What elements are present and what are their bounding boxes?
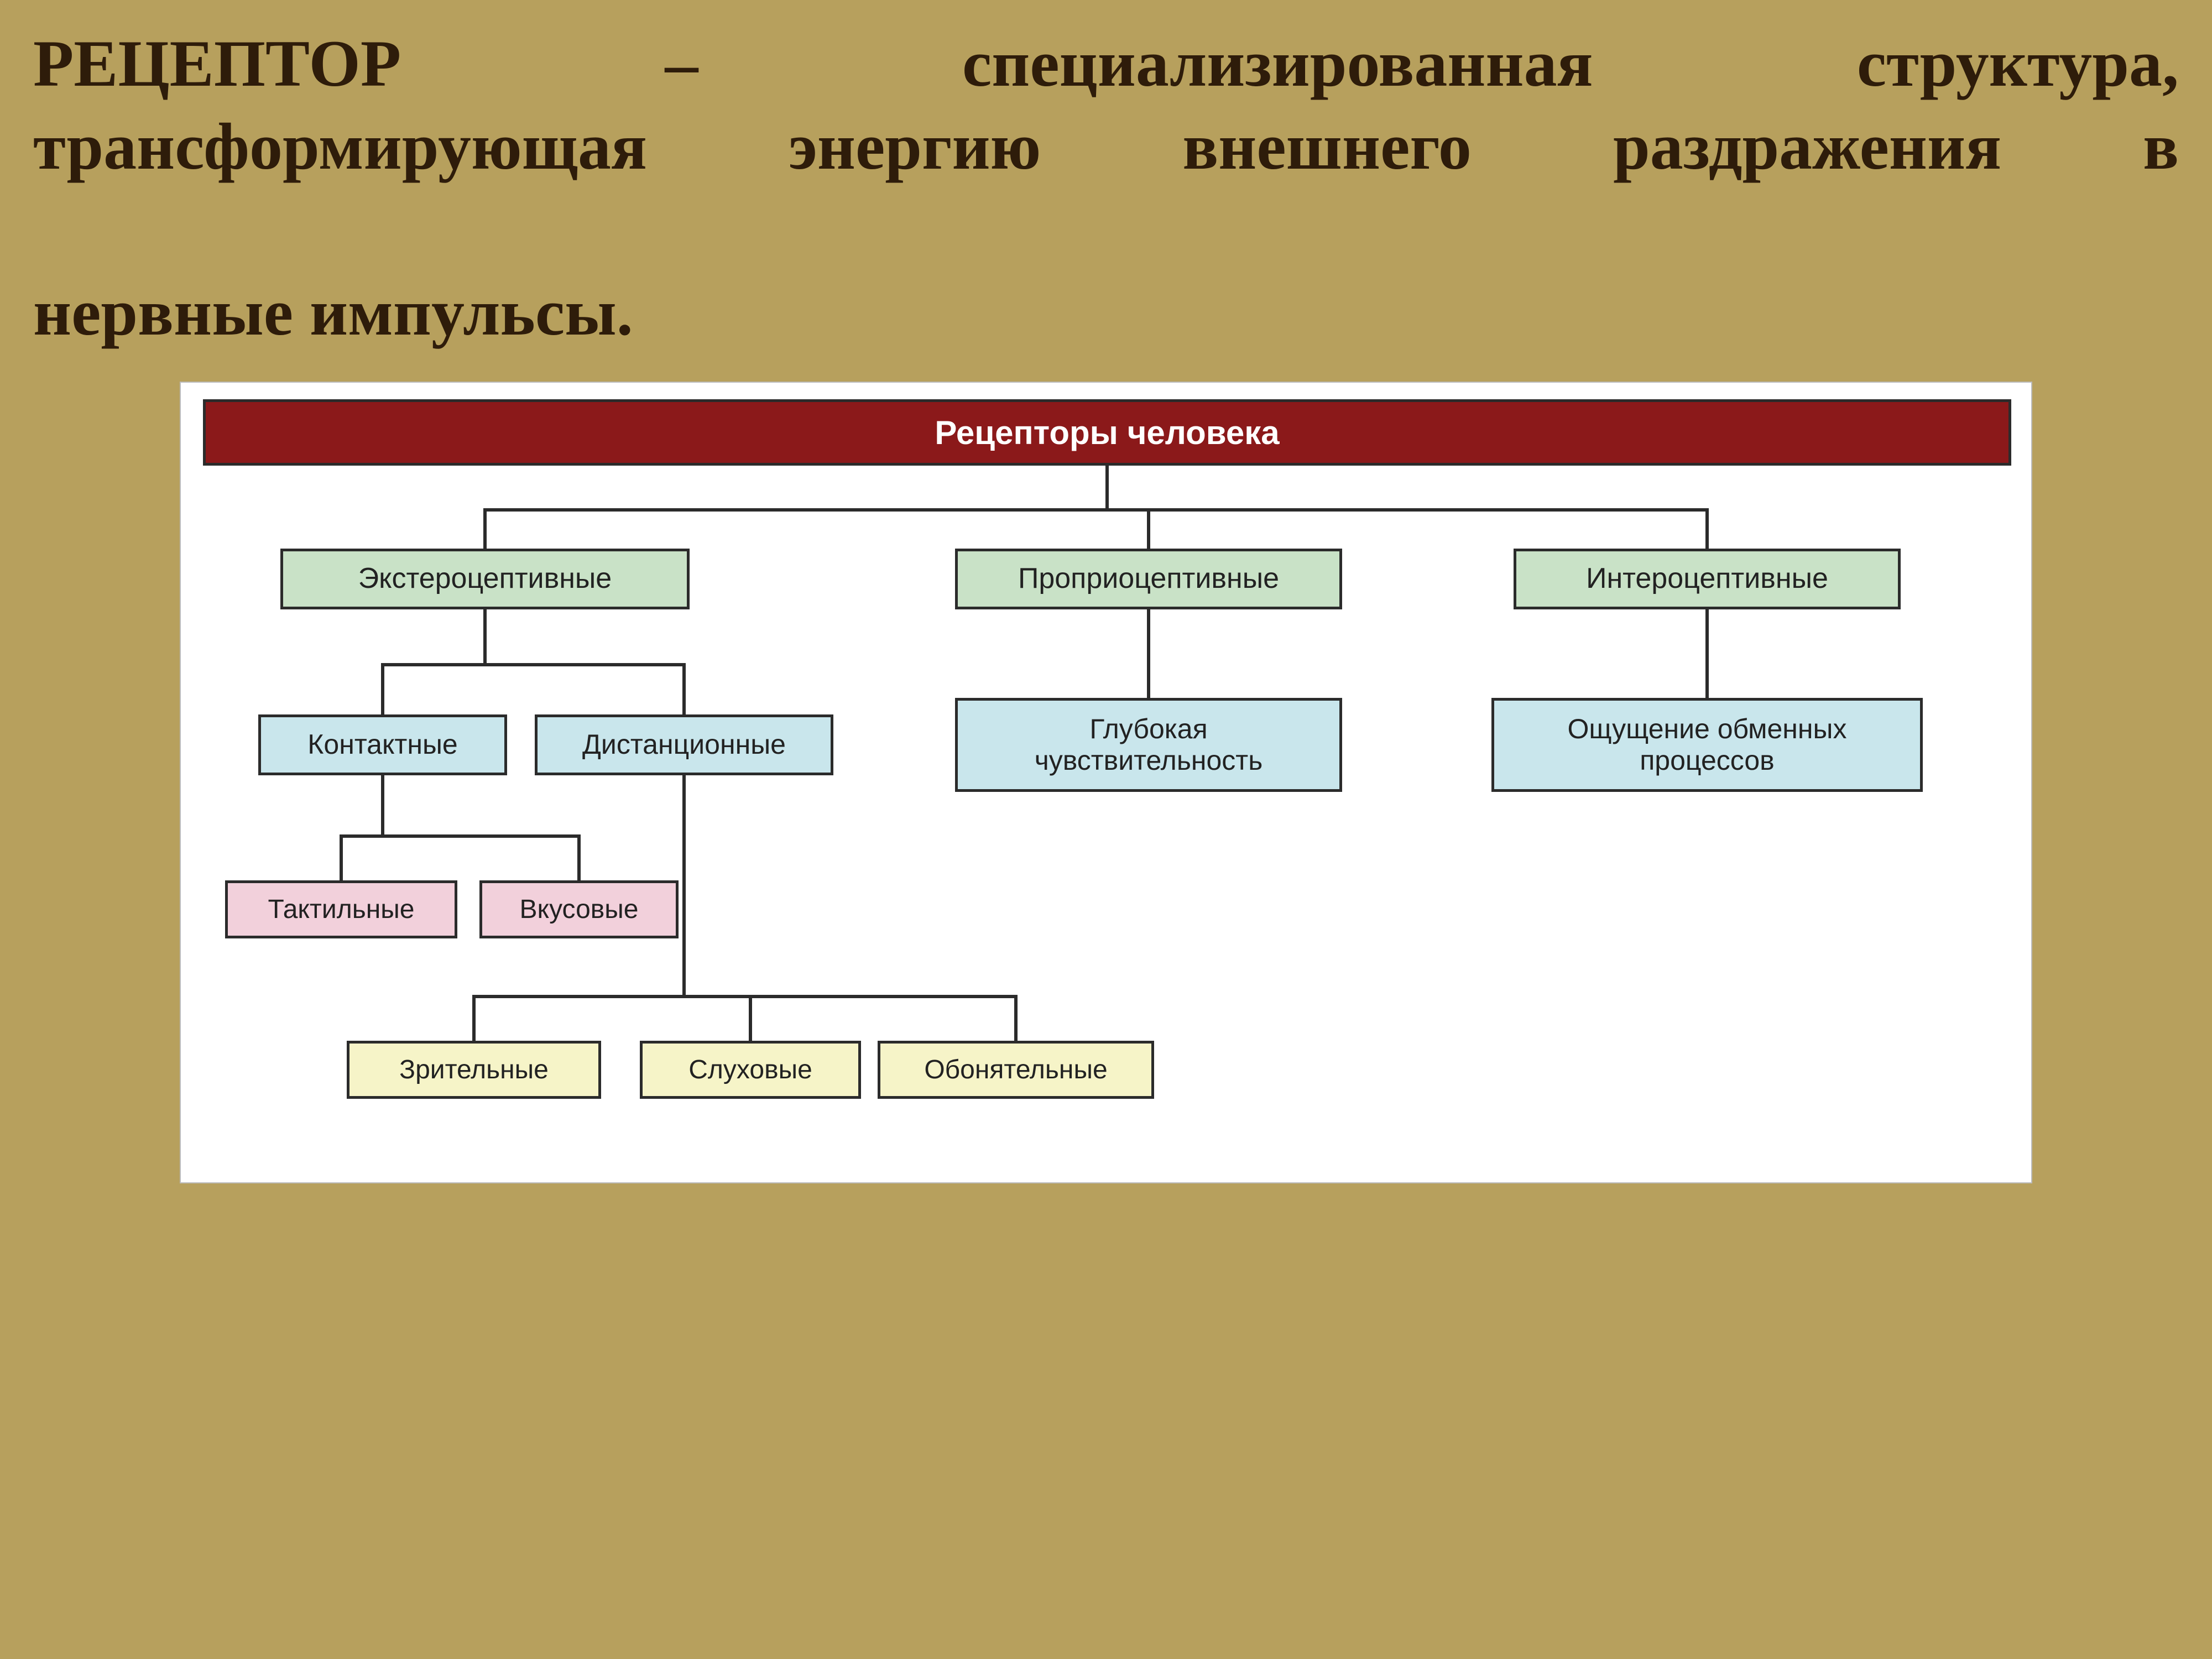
slide-heading: РЕЦЕПТОР – специализированная структура,… [33, 22, 2179, 354]
edge-root-inter [1107, 466, 1707, 549]
node-obmen: Ощущение обменных процессов [1491, 698, 1923, 792]
node-zrit: Зрительные [347, 1041, 601, 1099]
node-inter: Интероцептивные [1514, 549, 1901, 609]
diagram-panel: Рецепторы человека Экстероцептивные Пропри… [180, 382, 2032, 1183]
node-vkus: Вкусовые [479, 880, 679, 938]
edge-ext-dist [485, 609, 684, 714]
node-ext: Экстероцептивные [280, 549, 690, 609]
node-dist: Дистанционные [535, 714, 833, 775]
heading-word: специализированная [962, 22, 1593, 105]
edge-root-ext [485, 466, 1107, 549]
edge-dist-obon [684, 775, 1016, 1041]
node-glub: Глубокая чувствительность [955, 698, 1342, 792]
edge-ext-kont [383, 609, 485, 714]
node-kont: Контактные [258, 714, 507, 775]
heading-line: нервные импульсы. [33, 271, 2179, 354]
edge-kont-takt [341, 775, 383, 880]
node-obon: Обонятельные [878, 1041, 1154, 1099]
heading-word: РЕЦЕПТОР [33, 22, 401, 105]
heading-word: – [665, 22, 698, 105]
heading-line: трансформирующая энергию внешнего раздра… [33, 105, 2179, 271]
node-slux: Слуховые [640, 1041, 861, 1099]
edge-dist-slux [684, 775, 750, 1041]
node-prop: Проприоцептивные [955, 549, 1342, 609]
heading-word: структура, [1857, 22, 2179, 105]
edge-root-prop [1107, 466, 1149, 549]
node-root: Рецепторы человека [203, 399, 2011, 466]
edge-kont-vkus [383, 775, 579, 880]
node-takt: Тактильные [225, 880, 457, 938]
slide: РЕЦЕПТОР – специализированная структура,… [0, 0, 2212, 1659]
